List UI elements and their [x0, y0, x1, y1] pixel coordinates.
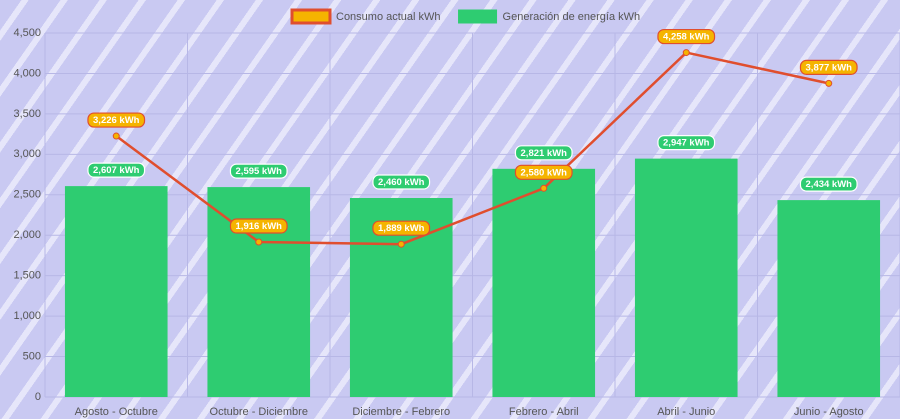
y-tick-label: 4,500 — [13, 27, 41, 39]
data-label: 1,889 kWh — [378, 223, 425, 234]
line-point — [540, 184, 548, 192]
y-tick-label: 2,500 — [13, 189, 41, 201]
data-label: 2,595 kWh — [236, 166, 283, 177]
data-label-box — [657, 135, 716, 151]
data-label: 2,434 kWh — [806, 179, 853, 190]
data-label: 2,947 kWh — [663, 138, 710, 149]
line-point — [682, 49, 690, 57]
data-label-box — [372, 220, 431, 236]
x-tick-label: Diciembre - Febrero — [352, 406, 450, 418]
x-tick-label: Octubre - Diciembre — [210, 406, 308, 418]
data-label-box — [657, 28, 716, 45]
y-tick-label: 3,500 — [13, 108, 41, 120]
line-point — [255, 238, 263, 246]
data-label-box — [229, 163, 288, 179]
y-tick-label: 0 — [35, 391, 41, 403]
y-tick-label: 500 — [23, 350, 41, 362]
bar — [492, 168, 596, 397]
y-tick-label: 3,000 — [13, 148, 41, 160]
data-label-box — [514, 164, 573, 180]
data-label: 3,226 kWh — [93, 115, 140, 126]
data-label-box — [799, 59, 858, 75]
x-tick-label: Agosto - Octubre — [75, 406, 158, 418]
x-tick-label: Febrero - Abril — [509, 406, 579, 418]
data-label: 2,607 kWh — [93, 165, 140, 176]
bar — [634, 158, 738, 397]
y-tick-label: 1,500 — [13, 270, 41, 282]
line-point — [825, 79, 833, 87]
y-tick-label: 4,000 — [13, 67, 41, 79]
data-label-box — [229, 218, 288, 234]
line-point — [112, 132, 120, 140]
data-label: 4,258 kWh — [663, 32, 710, 43]
data-label: 1,916 kWh — [236, 221, 283, 232]
data-label-box — [514, 145, 573, 161]
legend-swatch — [458, 9, 498, 24]
data-label: 3,877 kWh — [806, 62, 853, 73]
legend-label: Generación de energía kWh — [503, 11, 641, 23]
bar — [777, 200, 881, 397]
data-label-box — [87, 112, 146, 128]
bar — [64, 186, 168, 397]
y-tick-label: 1,000 — [13, 310, 41, 322]
y-tick-label: 2,000 — [13, 229, 41, 241]
data-label: 2,821 kWh — [521, 148, 568, 159]
line-point — [397, 240, 405, 248]
data-label-box — [372, 174, 431, 190]
x-tick-label: Junio - Agosto — [794, 406, 864, 418]
data-label: 2,580 kWh — [521, 167, 568, 178]
data-label: 2,460 kWh — [378, 177, 425, 188]
x-tick-label: Abril - Junio — [657, 406, 715, 418]
data-label-box — [799, 176, 858, 192]
legend-label: Consumo actual kWh — [336, 11, 441, 23]
data-label-box — [87, 162, 146, 178]
legend-swatch — [290, 8, 332, 25]
